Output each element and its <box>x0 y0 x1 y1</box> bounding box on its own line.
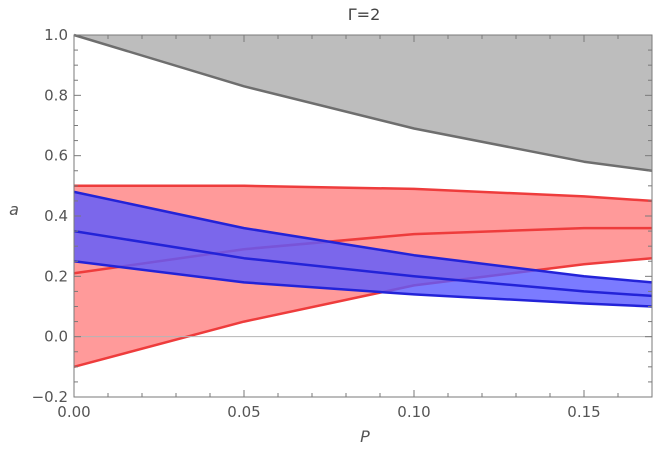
y-tick-label: 1.0 <box>44 26 68 44</box>
band-lower-line-2 <box>73 260 653 308</box>
band-upper-line-1 <box>74 184 653 203</box>
band-lower-line-0 <box>73 33 653 173</box>
band-fill-2 <box>74 191 652 307</box>
y-tick-label: 0.6 <box>44 147 68 165</box>
x-axis-label: P <box>360 427 370 446</box>
band-mid-line-2 <box>73 229 653 298</box>
x-tick-label: 0.15 <box>567 403 600 421</box>
y-axis-label: a <box>9 200 19 219</box>
band-fill-0 <box>74 35 652 171</box>
axes-layer: 0.00 0.05 0.10 0.15 −0.2 0.0 0.2 0.4 0.6 0.8 1.0 <box>32 26 653 421</box>
bands-layer <box>73 33 653 369</box>
x-tick-label: 0.00 <box>57 403 90 421</box>
x-tick-label: 0.05 <box>227 403 260 421</box>
y-tick-label: 0.4 <box>44 207 68 225</box>
band-upper-line-2 <box>73 190 653 284</box>
y-tick-label: 0.8 <box>44 86 68 104</box>
y-tick-label: 0.2 <box>44 267 68 285</box>
chart-title: Γ=2 <box>348 5 381 24</box>
y-tick-label: 0.0 <box>44 328 68 346</box>
x-tick-label: 0.10 <box>397 403 430 421</box>
y-tick-label: −0.2 <box>32 388 68 406</box>
